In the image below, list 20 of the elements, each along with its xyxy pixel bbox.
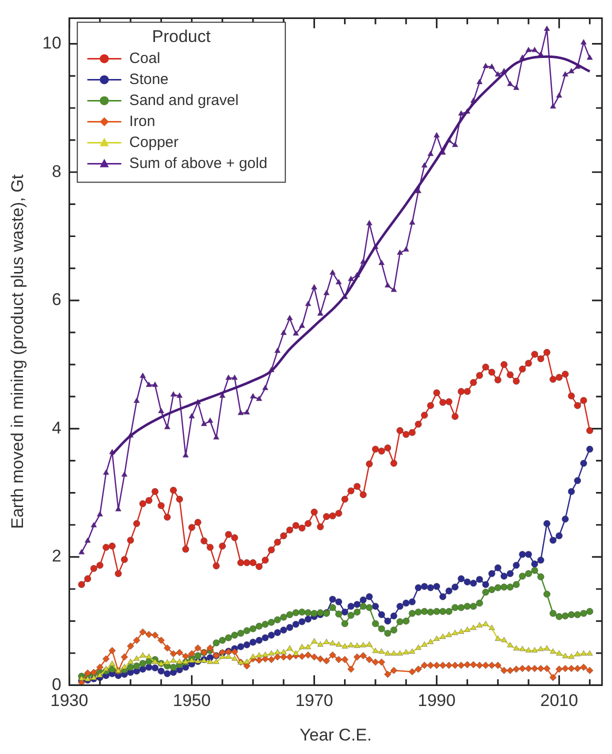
y-tick-label: 2 xyxy=(52,546,62,566)
legend-label: Sum of above + gold xyxy=(129,154,268,172)
legend-label: Iron xyxy=(129,112,156,130)
legend-title: Product xyxy=(152,26,211,46)
x-axis-title: Year C.E. xyxy=(300,725,372,744)
x-tick-label: 1930 xyxy=(50,691,88,710)
y-tick-label: 0 xyxy=(52,674,62,694)
y-axis-title: Earth moved in mining (product plus waste), Gt xyxy=(8,174,27,529)
x-tick-label: 1950 xyxy=(172,691,211,710)
x-tick-label: 1990 xyxy=(418,691,456,710)
legend-label: Stone xyxy=(129,70,169,88)
legend-label: Coal xyxy=(129,50,160,67)
x-tick-label: 2010 xyxy=(540,691,578,710)
x-tick-label: 1970 xyxy=(295,691,334,710)
legend-label: Copper xyxy=(129,134,179,151)
y-tick-label: 8 xyxy=(52,162,62,181)
y-tick-label: 4 xyxy=(52,418,62,438)
y-tick-label: 10 xyxy=(42,34,62,53)
y-tick-label: 6 xyxy=(52,290,62,310)
legend-label: Sand and gravel xyxy=(129,92,239,109)
